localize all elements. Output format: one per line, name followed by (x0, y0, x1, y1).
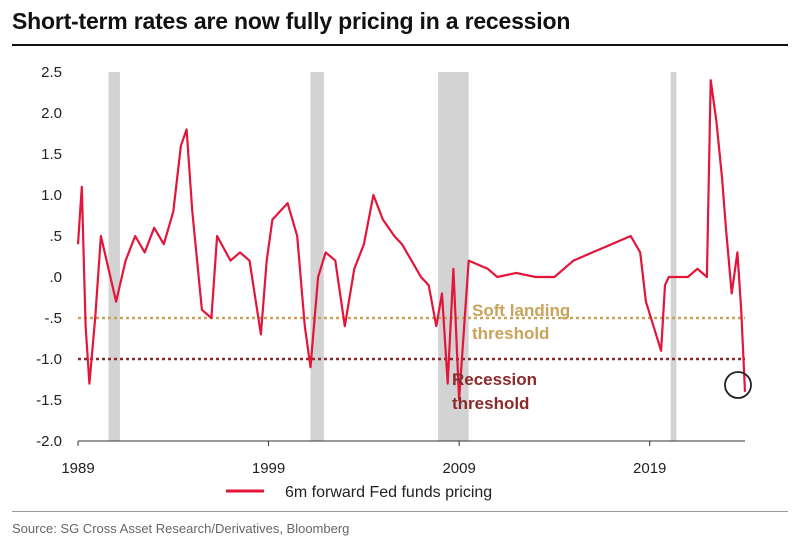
recession-label: Recession (452, 370, 537, 389)
recession-band-2 (438, 72, 469, 441)
recession-band-1 (310, 72, 324, 441)
source-note: Source: SG Cross Asset Research/Derivati… (12, 521, 350, 536)
recession-band-0 (108, 72, 120, 441)
x-tick-label: 2009 (442, 460, 475, 477)
threshold-lines (78, 316, 745, 361)
recession-band-3 (670, 72, 677, 441)
footer-rule (12, 511, 788, 512)
x-tick-label: 1989 (61, 460, 94, 477)
title-rule (12, 44, 788, 46)
soft-landing-label: Soft landing (472, 301, 570, 320)
y-tick-label: .0 (49, 269, 62, 286)
soft-landing-label-threshold: threshold (472, 324, 549, 343)
y-axis-ticks: 2.5 2.0 1.5 1.0 .5 .0 -.5 -1.0 -1.5 -2.0 (36, 64, 62, 450)
y-tick-label: 2.5 (41, 64, 62, 81)
y-tick-label: -1.5 (36, 392, 62, 409)
y-tick-label: .5 (49, 228, 62, 245)
fed-funds-pricing-line (76, 79, 747, 402)
latest-value-circle (724, 371, 752, 399)
y-tick-label: 2.0 (41, 105, 62, 122)
x-tick-label: 2019 (633, 460, 666, 477)
y-tick-label: -2.0 (36, 433, 62, 450)
chart-title: Short-term rates are now fully pricing i… (12, 8, 571, 34)
recession-bands (108, 72, 677, 441)
x-axis-ticks: 1989 1999 2009 2019 (61, 441, 666, 477)
y-tick-label: 1.5 (41, 146, 62, 163)
y-tick-label: -.5 (44, 310, 62, 327)
recession-label-threshold: threshold (452, 394, 529, 413)
x-tick-label: 1999 (252, 460, 285, 477)
y-tick-label: -1.0 (36, 351, 62, 368)
y-tick-label: 1.0 (41, 187, 62, 204)
legend-label: 6m forward Fed funds pricing (285, 484, 492, 501)
